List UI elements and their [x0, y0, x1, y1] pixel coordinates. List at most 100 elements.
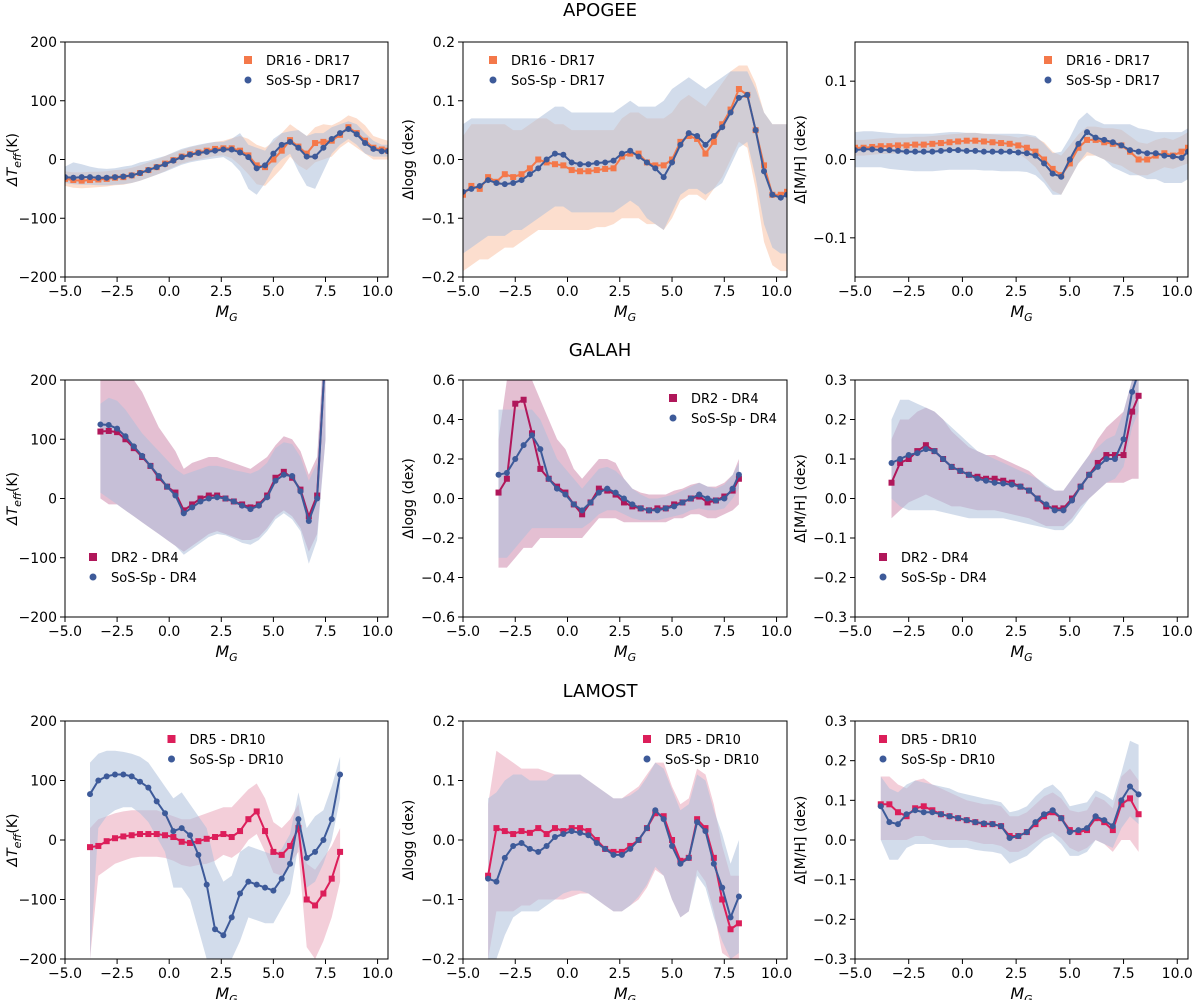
data-point: [153, 831, 160, 838]
legend-marker: [89, 553, 97, 561]
data-point: [585, 828, 592, 835]
data-point: [278, 875, 285, 882]
data-point: [914, 450, 921, 457]
data-point: [585, 168, 592, 175]
data-point: [1041, 160, 1048, 167]
data-point: [312, 140, 319, 147]
x-tick-label: 7.5: [713, 966, 735, 982]
data-point: [1049, 807, 1056, 814]
data-point: [602, 845, 609, 852]
series-band-1: [100, 380, 326, 564]
x-tick-label: 0.0: [158, 966, 180, 982]
chart-galah-logg: −5.0 −2.5 0.0 2.5 5.0 7.5 10.0 −0.6 −0.4 −0.2 0.0 0…: [401, 373, 792, 664]
data-point: [535, 825, 542, 832]
data-point: [1135, 791, 1142, 798]
data-point: [203, 881, 210, 888]
data-point: [1032, 819, 1039, 826]
x-tick-label: 10.0: [1162, 624, 1193, 640]
data-point: [577, 825, 584, 832]
series-band-1: [488, 762, 739, 959]
data-point: [702, 828, 709, 835]
data-point: [937, 811, 944, 818]
data-point: [195, 150, 202, 157]
x-tick-label: 10.0: [761, 966, 792, 982]
data-point: [888, 459, 895, 466]
legend: DR5 - DR10 SoS-Sp - DR10: [167, 733, 284, 768]
data-point: [112, 174, 119, 181]
y-tick-label: −200: [19, 610, 57, 626]
data-point: [1066, 160, 1073, 167]
data-point: [510, 842, 517, 849]
data-point: [946, 147, 953, 154]
x-tick-label: 5.0: [661, 624, 683, 640]
legend-marker: [669, 414, 677, 422]
data-point: [886, 143, 893, 150]
data-point: [203, 835, 210, 842]
data-point: [602, 159, 609, 166]
data-point: [972, 137, 979, 144]
legend-marker: [489, 56, 497, 64]
y-tick-label: 0: [48, 153, 57, 169]
x-tick-label: 10.0: [1162, 966, 1193, 982]
y-tick-label: 0.0: [825, 153, 847, 169]
y-axis-label: Δlogg (dex): [401, 458, 417, 539]
data-point: [1111, 452, 1118, 459]
data-point: [980, 820, 987, 827]
data-point: [203, 148, 210, 155]
data-point: [627, 147, 634, 154]
legend-label: SoS-Sp - DR17: [1066, 74, 1160, 89]
y-tick-label: −100: [19, 211, 57, 227]
data-point: [162, 161, 169, 168]
x-axis-label: MG: [614, 302, 636, 324]
data-point: [860, 146, 867, 153]
x-tick-label: −5.0: [446, 284, 480, 300]
x-axis-label: MG: [215, 302, 237, 324]
data-point: [894, 147, 901, 154]
data-point: [643, 159, 650, 166]
data-point: [495, 471, 502, 478]
data-point: [270, 887, 277, 894]
series-band-1: [498, 409, 739, 558]
plot-area: [495, 380, 742, 568]
data-point: [314, 495, 321, 502]
data-point: [1058, 815, 1065, 822]
data-point: [162, 810, 169, 817]
data-point: [660, 162, 667, 169]
data-point: [1041, 156, 1048, 163]
data-point: [95, 174, 102, 181]
data-point: [187, 151, 194, 158]
data-point: [230, 498, 237, 505]
series-line-0: [855, 138, 1188, 177]
series-band-1: [90, 750, 341, 959]
data-point: [687, 495, 694, 502]
x-axis-label: MG: [215, 642, 237, 664]
data-point: [385, 148, 388, 155]
data-point: [618, 150, 625, 157]
data-point: [526, 165, 533, 172]
data-point: [214, 494, 221, 501]
data-point: [212, 926, 219, 933]
data-point: [702, 150, 709, 157]
data-point: [510, 831, 517, 838]
data-point: [147, 462, 154, 469]
data-point: [980, 148, 987, 155]
data-point: [855, 147, 858, 154]
y-tick-label: 0.0: [825, 492, 847, 508]
data-point: [295, 816, 302, 823]
data-point: [929, 148, 936, 155]
data-point: [1084, 129, 1091, 136]
data-point: [955, 138, 962, 145]
data-point: [526, 829, 533, 836]
data-point: [528, 432, 535, 439]
legend-marker: [879, 573, 887, 581]
x-tick-label: 2.5: [1005, 966, 1027, 982]
x-tick-label: 0.0: [556, 966, 578, 982]
data-point: [1178, 154, 1185, 161]
legend: DR2 - DR4 SoS-Sp - DR4: [879, 551, 987, 586]
legend-label: DR16 - DR17: [266, 54, 350, 69]
data-point: [1120, 452, 1127, 459]
data-point: [353, 131, 360, 138]
data-point: [777, 194, 784, 201]
data-point: [195, 838, 202, 845]
x-tick-label: 2.5: [210, 966, 232, 982]
